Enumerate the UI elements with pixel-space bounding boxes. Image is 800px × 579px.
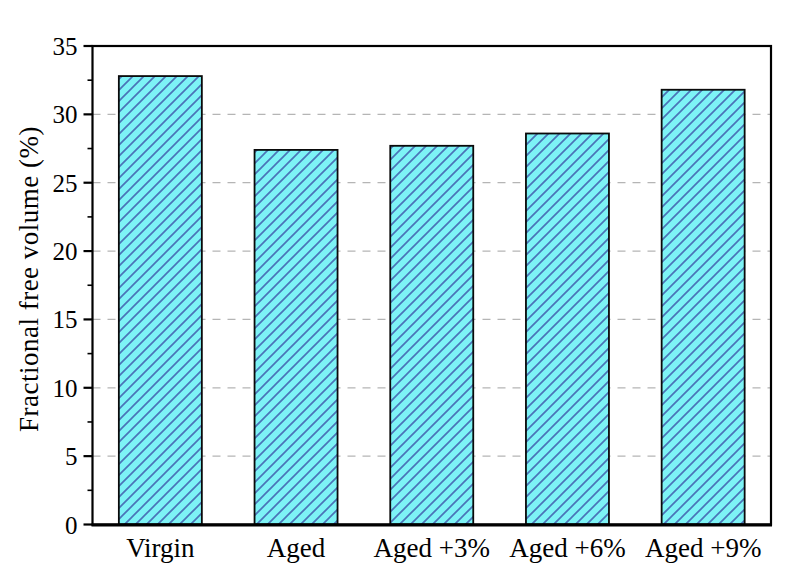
bar-chart: 0 5 10 15 20 25 30 35 Virgin Aged Aged +3% Aged +6%… xyxy=(0,0,800,579)
x-category-label: Aged +3% xyxy=(374,533,490,563)
y-axis-label: Fractional free volume (%) xyxy=(11,89,47,469)
bar-aged-9- xyxy=(662,90,745,525)
y-tick-label: 10 xyxy=(53,375,78,402)
y-tick-label: 20 xyxy=(53,238,78,265)
x-category-label: Virgin xyxy=(126,533,195,563)
x-category-label: Aged +6% xyxy=(509,533,625,563)
bar-aged-6- xyxy=(526,133,609,524)
y-tick-label: 5 xyxy=(65,443,78,470)
y-axis-ticks: 0 5 10 15 20 25 30 35 xyxy=(53,33,93,539)
x-category-label: Aged +9% xyxy=(645,533,761,563)
x-axis-labels: Virgin Aged Aged +3% Aged +6% Aged +9% xyxy=(126,533,761,563)
bar-virgin xyxy=(119,76,202,524)
figure: Fractional free volume (%) 0 5 10 15 20 25 30 3… xyxy=(0,0,800,579)
bars xyxy=(119,76,745,524)
y-tick-label: 30 xyxy=(53,101,78,128)
y-tick-label: 0 xyxy=(65,512,78,539)
y-tick-label: 35 xyxy=(53,33,78,60)
bar-aged-3- xyxy=(390,146,473,525)
y-tick-label: 25 xyxy=(53,170,78,197)
bar-aged xyxy=(255,150,338,525)
x-category-label: Aged xyxy=(267,533,326,563)
y-tick-label: 15 xyxy=(53,306,78,333)
